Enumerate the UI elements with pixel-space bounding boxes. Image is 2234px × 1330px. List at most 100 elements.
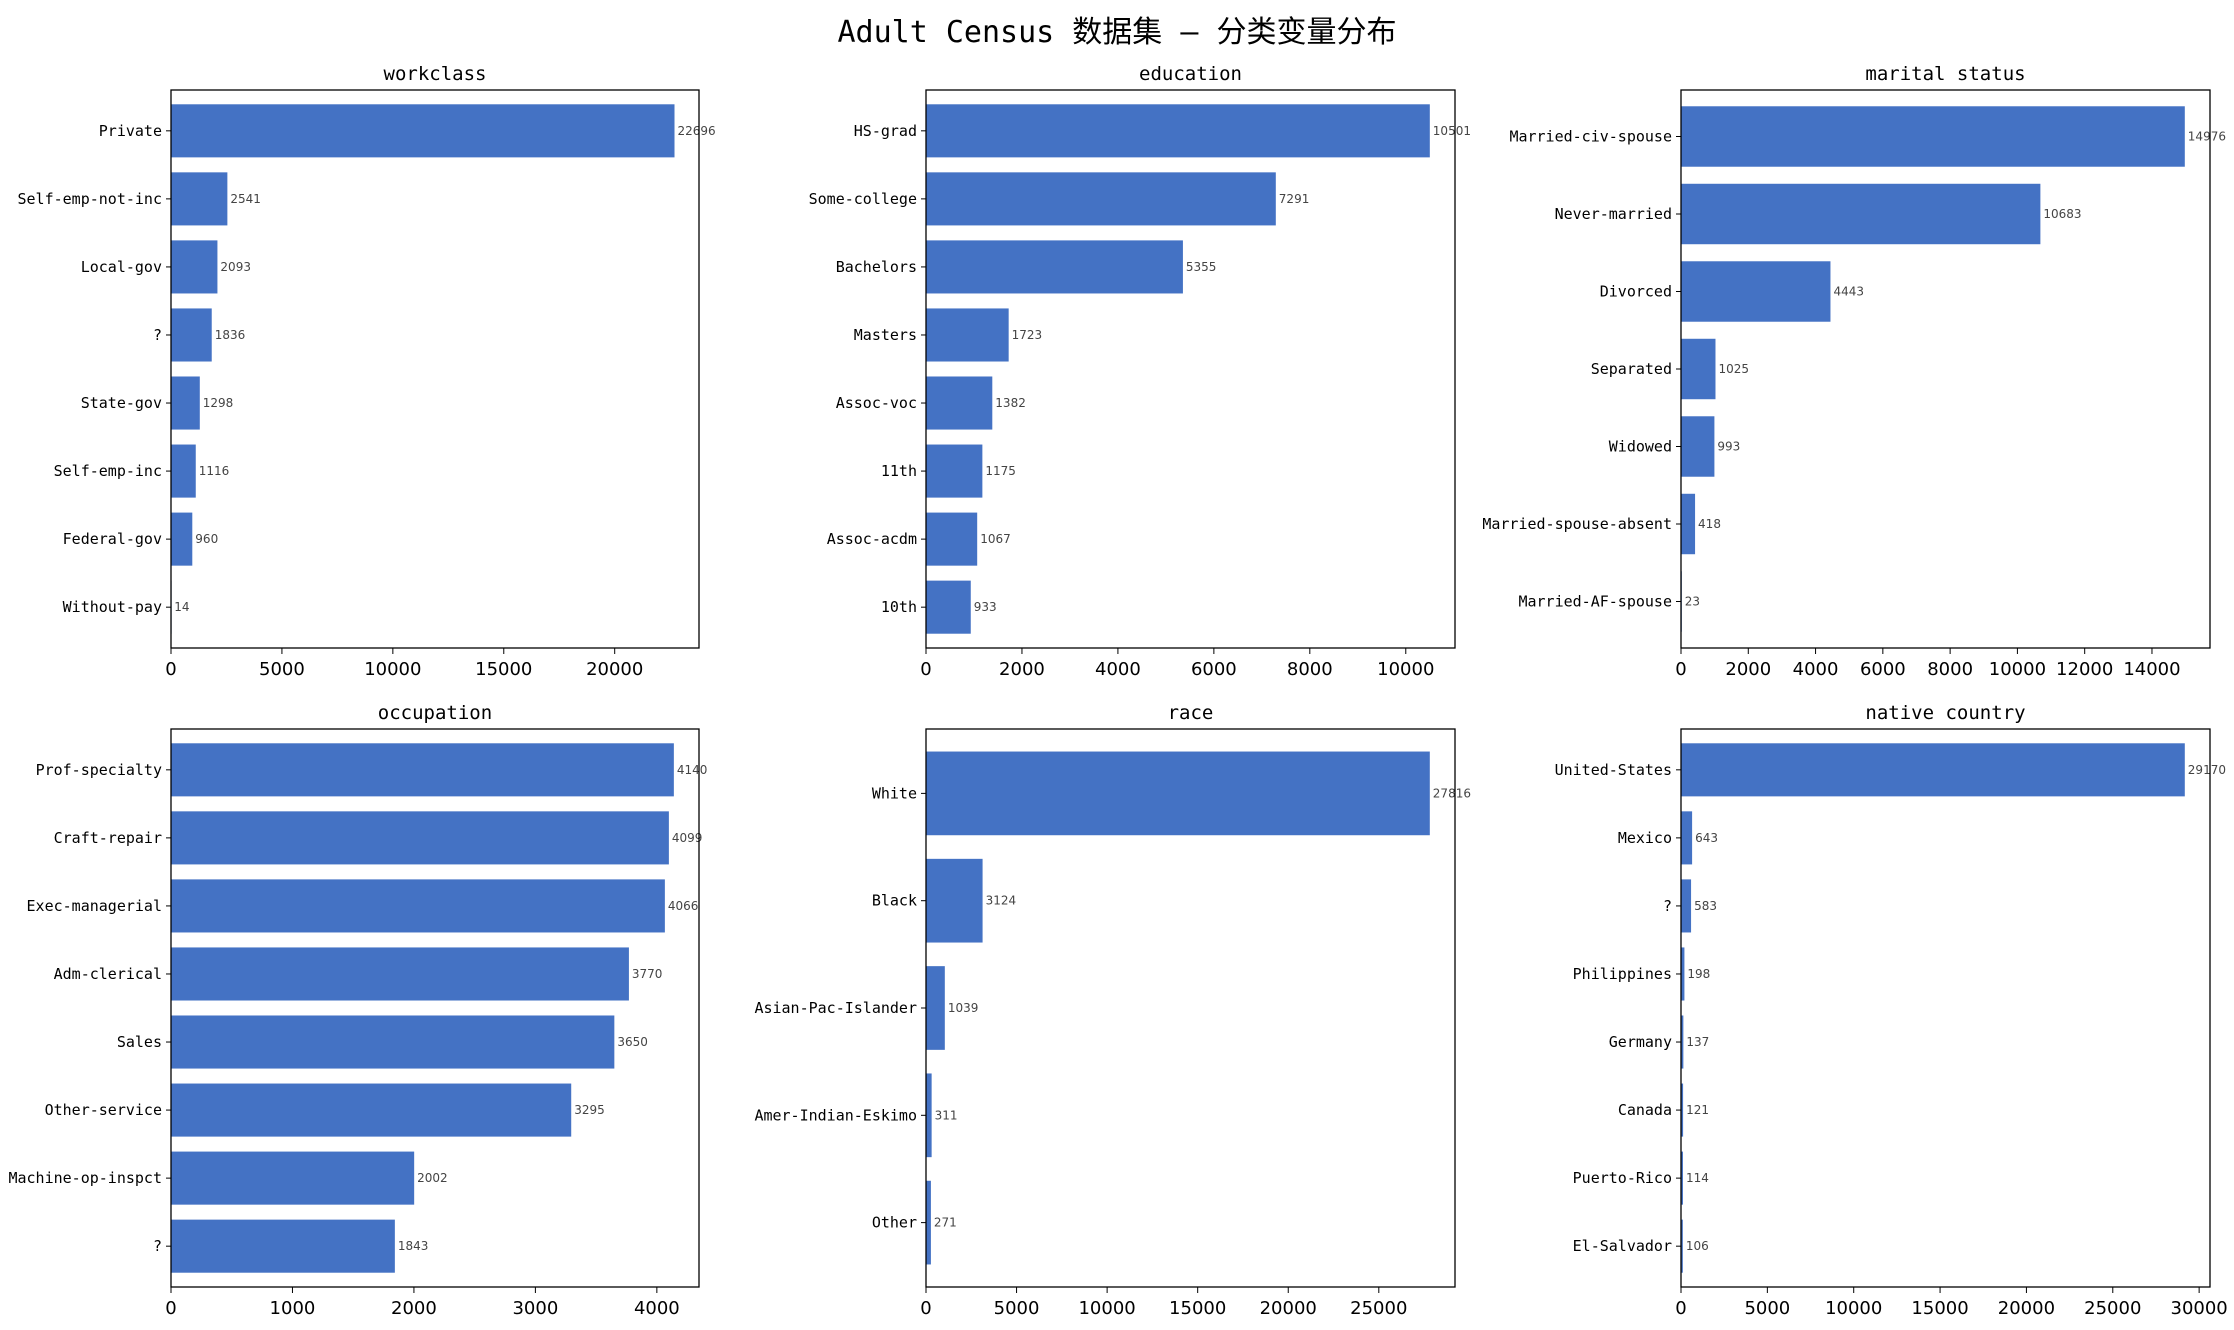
x-tick-label: 15000 xyxy=(475,659,532,680)
bar xyxy=(1681,947,1685,1001)
category-label: Other xyxy=(872,1214,917,1232)
bar xyxy=(1681,743,2185,797)
data-label: 137 xyxy=(1686,1035,1709,1049)
data-label: 5355 xyxy=(1186,260,1217,274)
bar xyxy=(926,1073,932,1158)
data-label: 4066 xyxy=(668,899,699,913)
x-tick-label: 6000 xyxy=(1191,659,1237,680)
bar xyxy=(926,580,971,634)
bar xyxy=(171,811,669,865)
panel-title: marital status xyxy=(1865,63,2025,85)
bar xyxy=(926,308,1009,362)
x-tick-label: 5000 xyxy=(994,1298,1040,1319)
bar xyxy=(1681,1015,1684,1069)
data-label: 198 xyxy=(1687,967,1710,981)
x-tick-label: 0 xyxy=(1675,1298,1686,1319)
x-tick-label: 4000 xyxy=(1793,659,1839,680)
bar xyxy=(171,308,212,362)
axes-frame xyxy=(1680,89,2211,649)
panel-2: Married-civ-spouse 14976 Never-married 1068… xyxy=(1482,63,2226,680)
category-label: Private xyxy=(99,122,162,140)
bar xyxy=(926,512,978,566)
x-tick-label: 20000 xyxy=(1998,1298,2055,1319)
bar xyxy=(1681,493,1696,555)
category-label: Masters xyxy=(854,326,917,344)
category-label: Philippines xyxy=(1573,965,1672,983)
x-tick-label: 0 xyxy=(920,1298,931,1319)
category-label: Bachelors xyxy=(836,258,917,276)
bar xyxy=(926,1180,931,1265)
data-label: 1039 xyxy=(948,1001,979,1015)
category-label: Separated xyxy=(1591,360,1672,378)
x-tick-label: 6000 xyxy=(1860,659,1906,680)
panel-title: occupation xyxy=(378,702,492,724)
x-tick-label: 20000 xyxy=(1260,1298,1317,1319)
data-label: 4140 xyxy=(677,763,708,777)
bar xyxy=(171,1015,615,1069)
category-label: Other-service xyxy=(45,1101,162,1119)
data-label: 29170 xyxy=(2188,763,2226,777)
data-label: 114 xyxy=(1686,1171,1709,1185)
data-label: 2002 xyxy=(417,1171,448,1185)
data-label: 1836 xyxy=(215,328,246,342)
axes-frame xyxy=(170,89,700,649)
category-label: Sales xyxy=(117,1033,162,1051)
bar xyxy=(1681,261,1831,322)
x-tick-label: 20000 xyxy=(586,659,643,680)
category-label: Some-college xyxy=(809,190,917,208)
category-label: ? xyxy=(1663,897,1672,915)
category-label: Puerto-Rico xyxy=(1573,1169,1672,1187)
data-label: 10683 xyxy=(2043,207,2081,221)
category-label: Mexico xyxy=(1618,829,1672,847)
x-tick-label: 2000 xyxy=(391,1298,437,1319)
category-label: HS-grad xyxy=(854,122,917,140)
category-label: Black xyxy=(872,892,917,910)
panel-title: native country xyxy=(1865,702,2025,724)
chart-panels: Private 22696 Self-emp-not-inc 2541 Local-go… xyxy=(8,63,2227,1319)
bar xyxy=(1681,183,2041,245)
data-label: 1723 xyxy=(1012,328,1043,342)
data-label: 1067 xyxy=(980,532,1011,546)
x-tick-label: 12000 xyxy=(2056,659,2113,680)
category-label: United-States xyxy=(1555,761,1672,779)
data-label: 23 xyxy=(1685,595,1700,609)
data-label: 7291 xyxy=(1279,192,1310,206)
data-label: 3124 xyxy=(986,894,1017,908)
category-label: ? xyxy=(153,1237,162,1255)
data-label: 1116 xyxy=(199,464,230,478)
category-label: Divorced xyxy=(1600,283,1672,301)
panel-0: Private 22696 Self-emp-not-inc 2541 Local-go… xyxy=(18,63,716,680)
data-label: 271 xyxy=(934,1216,957,1230)
axes-frame xyxy=(1680,728,2211,1288)
bar xyxy=(1681,106,2185,167)
data-label: 418 xyxy=(1698,517,1721,531)
bar xyxy=(171,172,228,226)
x-tick-label: 15000 xyxy=(1169,1298,1226,1319)
x-tick-label: 5000 xyxy=(1744,1298,1790,1319)
bar xyxy=(171,376,200,430)
data-label: 2541 xyxy=(230,192,261,206)
x-tick-label: 15000 xyxy=(1911,1298,1968,1319)
figure-title: Adult Census 数据集 — 分类变量分布 xyxy=(838,15,1397,50)
data-label: 3770 xyxy=(632,967,663,981)
data-label: 106 xyxy=(1686,1239,1709,1253)
category-label: Assoc-acdm xyxy=(827,530,917,548)
x-tick-label: 2000 xyxy=(1725,659,1771,680)
panel-1: HS-grad 10501 Some-college 7291 Bachelors 535… xyxy=(809,63,1471,680)
x-tick-label: 10000 xyxy=(1078,1298,1135,1319)
bar xyxy=(171,1219,395,1273)
x-tick-label: 5000 xyxy=(259,659,305,680)
category-label: Married-AF-spouse xyxy=(1518,593,1672,611)
data-label: 1175 xyxy=(985,464,1016,478)
x-tick-label: 0 xyxy=(165,1298,176,1319)
category-label: Canada xyxy=(1618,1101,1672,1119)
category-label: Amer-Indian-Eskimo xyxy=(754,1106,917,1124)
bar xyxy=(171,947,629,1001)
bar xyxy=(171,1151,415,1205)
bar xyxy=(926,240,1183,294)
data-label: 643 xyxy=(1695,831,1718,845)
x-tick-label: 4000 xyxy=(634,1298,680,1319)
data-label: 2093 xyxy=(220,260,251,274)
bar xyxy=(171,512,193,566)
category-label: Exec-managerial xyxy=(27,897,162,915)
